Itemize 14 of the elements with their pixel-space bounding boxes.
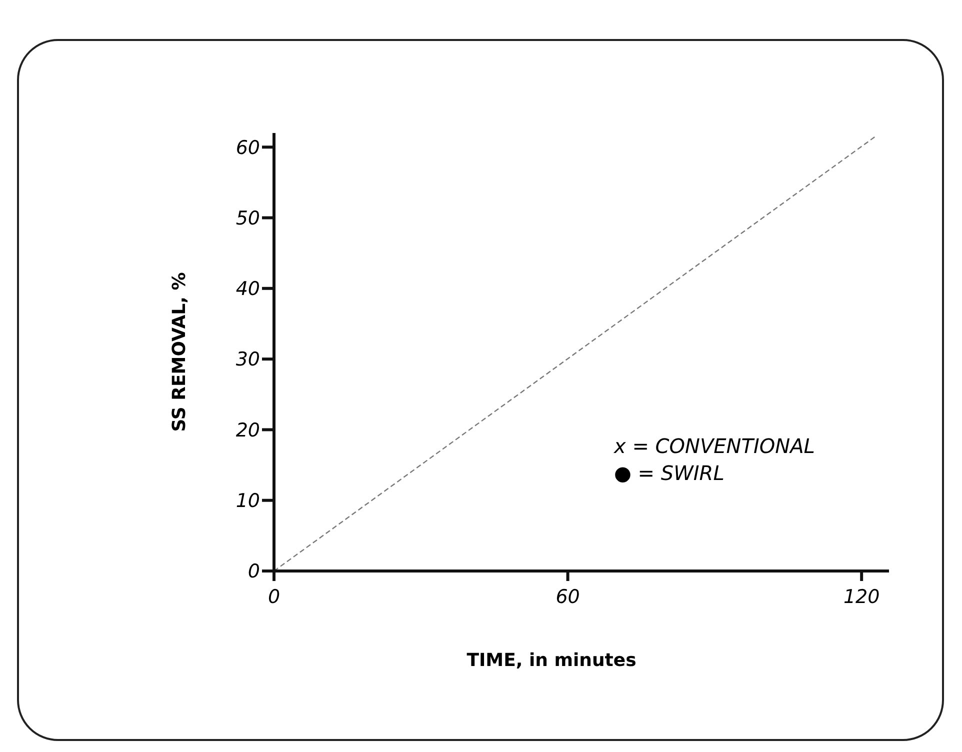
annotation: x = CONVENTIONAL [613,434,815,458]
y-tick-label: 60 [236,136,260,159]
annotation: ● = SWIRL [614,461,724,485]
y-tick-label: 50 [236,207,260,230]
y-tick-label: 10 [236,490,260,512]
y-tick-label: 40 [236,278,260,300]
y-tick-label: 30 [236,348,260,371]
x-axis-title: TIME, in minutes [466,650,636,671]
x-tick-label: 60 [556,586,580,608]
x-tick-label: 0 [268,586,280,608]
x-tick-label: 120 [843,586,880,608]
y-tick-label: 20 [236,419,260,442]
y-axis-title: SS REMOVAL, % [169,272,190,432]
y-tick-label: 0 [248,560,260,583]
